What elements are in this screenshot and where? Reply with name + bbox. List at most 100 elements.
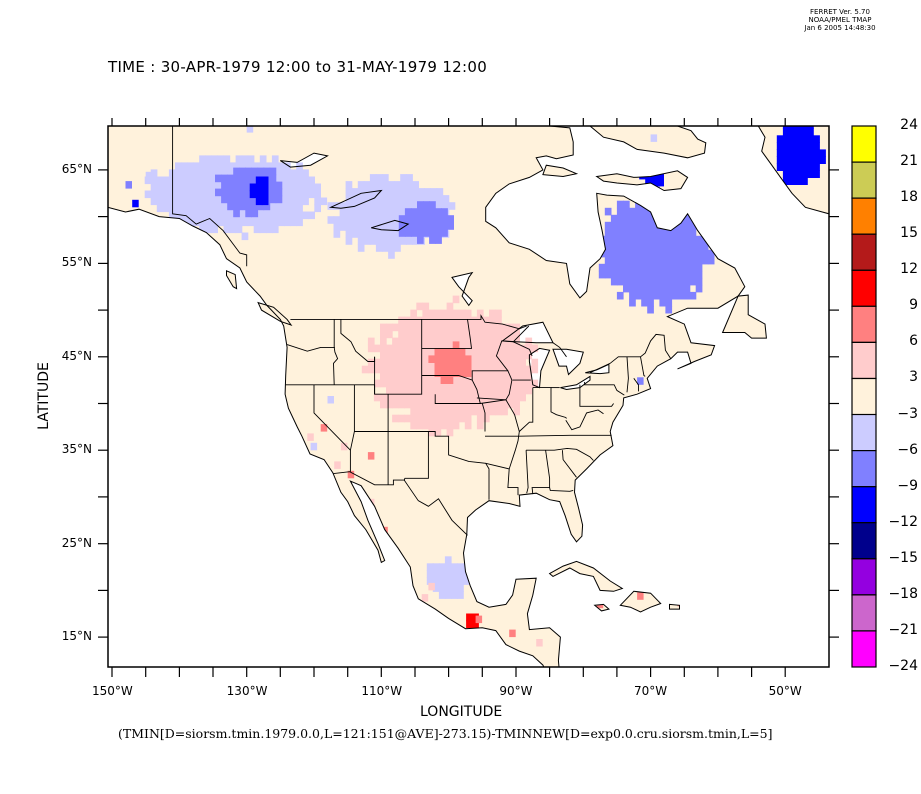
heatmap-cell-plains-warm <box>440 393 448 402</box>
heatmap-cell-greenland-min <box>776 142 784 150</box>
heatmap-cell-plains-warm <box>476 365 484 374</box>
heatmap-cell-greenland-min <box>819 149 826 157</box>
colorbar-swatch <box>851 305 877 343</box>
heatmap-cell-plains-warm <box>446 414 454 423</box>
heatmap-cell-greenland-min <box>782 142 790 150</box>
heatmap-cell-alaska-yukon-cool <box>253 218 261 227</box>
heatmap-cell-quebec-cool <box>689 263 697 272</box>
heatmap-cell-plains-warm <box>380 372 387 381</box>
heatmap-cell-plains-warm <box>470 407 478 416</box>
heatmap-cell-plains-warm <box>452 323 460 332</box>
heatmap-cell-alaska-yukon-cool <box>308 176 315 185</box>
heatmap-cell-plains-warm <box>428 379 436 388</box>
heatmap-cell-quebec-cool <box>604 207 612 216</box>
colorbar-level-label: 24 <box>900 117 918 133</box>
heatmap-cell-yukon-core <box>239 188 246 197</box>
heatmap-cell-quebec-cool <box>671 263 679 272</box>
heatmap-cell-plains-warm <box>428 323 436 332</box>
heatmap-cell-plains-warm <box>513 344 520 353</box>
heatmap-cell-nwt-cool <box>382 181 389 189</box>
heatmap-cell-alaska-yukon-cool <box>211 225 218 234</box>
political-boundary <box>480 399 520 496</box>
heatmap-cell-plains-warm <box>404 414 411 423</box>
heatmap-cell-quebec-cool <box>629 235 636 244</box>
heatmap-cell-alaska-yukon-cool <box>284 176 291 185</box>
heatmap-cell-nwt-cool <box>394 237 401 245</box>
heatmap-cell-quebec-cool <box>598 263 606 272</box>
heatmap-cell-nwt-cool <box>394 216 401 224</box>
heatmap-cell-alaska-yukon-cool <box>296 218 303 227</box>
heatmap-cell-plains-warm <box>501 330 508 339</box>
heatmap-cell-plains-warm <box>464 316 472 325</box>
heatmap-cell-quebec-cool <box>647 291 654 300</box>
heatmap-cell-alaska-yukon-cool <box>259 155 267 163</box>
land-cell-region <box>542 165 577 177</box>
heatmap-cell-quebec-cool <box>616 200 624 209</box>
heatmap-cell-quebec-cool <box>701 256 709 265</box>
heatmap-cell-nwt-cool <box>369 237 377 245</box>
heatmap-cell-baffin-min <box>657 178 664 187</box>
heatmap-cell-nwt-cool <box>345 216 353 224</box>
heatmap-cell-mexico-cool <box>463 577 470 585</box>
heatmap-cell-plains-warm <box>386 400 393 409</box>
heatmap-cell-alaska-yukon-cool <box>235 218 243 227</box>
heatmap-cell-plains-warm <box>434 337 442 346</box>
heatmap-cell-nwt-cool <box>394 195 401 203</box>
heatmap-cell-alaska-yukon-cool <box>284 204 291 213</box>
heatmap-cell-dakotas-max <box>452 362 460 370</box>
heatmap-cell-dakotas-max <box>434 355 442 363</box>
heatmap-cell-alaska-yukon-cool <box>229 225 237 234</box>
heatmap-cell-plains-warm <box>446 309 454 318</box>
heatmap-cell-plains-warm <box>434 428 442 437</box>
heatmap-cell-plains-warm <box>525 351 533 360</box>
heatmap-cell-nwt-cool <box>406 181 413 189</box>
heatmap-cell-alaska-yukon-cool <box>205 176 212 185</box>
heatmap-cell-greenland-min <box>776 135 784 143</box>
heatmap-cell-quebec-cool <box>623 221 630 230</box>
heatmap-cell-plains-warm <box>495 358 502 367</box>
heatmap-cell-plains-warm <box>495 351 502 360</box>
heatmap-cell-plains-warm <box>458 337 466 346</box>
heatmap-cell-quebec-cool <box>629 263 636 272</box>
heatmap-cell-quebec-cool <box>689 228 697 237</box>
heatmap-cell-quebec-cool <box>665 249 673 258</box>
lake-outline <box>280 152 329 168</box>
heatmap-cell-alaska-yukon-cool <box>217 169 225 177</box>
heatmap-cell-alaska-yukon-cool <box>162 197 170 206</box>
heatmap-cell-alaska-yukon-cool <box>199 225 206 234</box>
heatmap-cell-yukon-core <box>263 167 271 176</box>
political-boundary <box>626 356 629 393</box>
heatmap-cell-alaska-yukon-cool <box>199 218 206 227</box>
heatmap-cell-quebec-cool <box>701 242 709 251</box>
heatmap-cell-quebec-cool <box>677 277 685 286</box>
heatmap-cell-plains-warm <box>501 358 508 367</box>
heatmap-cell-alaska-yukon-cool <box>278 162 285 170</box>
heatmap-cell-plains-warm <box>416 365 423 374</box>
heatmap-cell-quebec-cool <box>641 207 648 216</box>
heatmap-cell-alaska-yukon-cool <box>284 162 291 170</box>
heatmap-cell-yukon-core <box>245 181 252 190</box>
heatmap-cell-plains-warm <box>392 337 399 346</box>
heatmap-cell-plains-warm <box>373 344 381 353</box>
heatmap-cell-quebec-cool <box>616 277 624 286</box>
heatmap-cell-alaska-yukon-cool <box>302 183 309 192</box>
heatmap-cell-nwt-cool <box>363 237 371 245</box>
heatmap-cell-plains-warm <box>410 407 417 416</box>
heatmap-cell-quebec-cool <box>665 277 673 286</box>
heatmap-cell-nwt-cool <box>406 174 413 182</box>
heatmap-cell-plains-warm <box>476 414 484 423</box>
heatmap-cell-greenland-min <box>807 126 814 129</box>
variable-expression: (TMIN[D=siorsm.tmin.1979.0.0,L=121:151@A… <box>118 726 773 741</box>
plot-title: TIME : 30-APR-1979 12:00 to 31-MAY-1979 … <box>108 58 488 76</box>
heatmap-cell-yukon-core <box>239 174 246 183</box>
heatmap-cell-nwt-cool <box>424 195 432 203</box>
colorbar-level-label: −21 <box>888 621 918 638</box>
heatmap-cell-alaska-yukon-cool <box>271 211 279 220</box>
heatmap-cell-greenland-min <box>782 177 790 185</box>
colorbar-swatch <box>851 486 877 524</box>
coastlines <box>108 126 829 667</box>
heatmap-cell-greenland-min <box>813 170 820 178</box>
heatmap-cell-quebec-cool <box>671 256 679 265</box>
heatmap-cell-plains-warm <box>422 421 430 430</box>
heatmap-cell-alaska-yukon-cool <box>199 169 206 177</box>
